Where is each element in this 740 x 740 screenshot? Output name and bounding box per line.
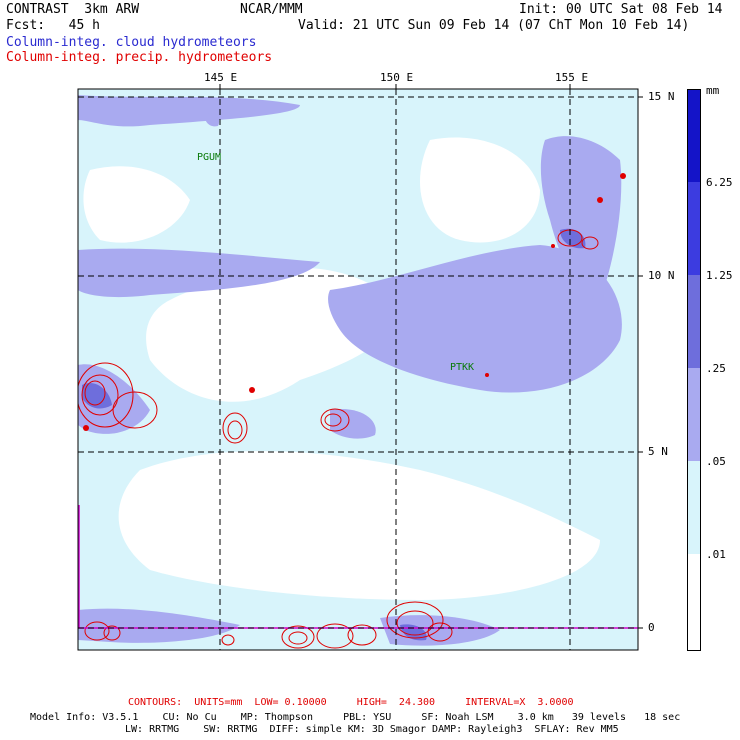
lon-label-145: 145 E xyxy=(204,71,238,84)
map-frame xyxy=(77,88,639,651)
colorbar-swatch-3 xyxy=(687,275,701,368)
station-ptkk: PTKK xyxy=(450,362,475,373)
colorbar-label-1-25: 1.25 xyxy=(706,269,733,282)
colorbar-swatch-6 xyxy=(687,554,701,651)
colorbar-label-6-25: 6.25 xyxy=(706,176,733,189)
colorbar-label-0-25: .25 xyxy=(706,362,726,375)
lon-label-150: 150 E xyxy=(380,71,414,84)
lat-label-5n: 5 N xyxy=(648,445,668,458)
title-left: CONTRAST 3km ARW xyxy=(6,2,140,17)
lat-label-10n: 10 N xyxy=(648,269,675,282)
model-info-line2: LW: RRTMG SW: RRTMG DIFF: simple KM: 3D … xyxy=(125,724,619,735)
colorbar-swatch-2 xyxy=(687,182,701,275)
org-label: NCAR/MMM xyxy=(240,2,303,17)
colorbar-unit: mm xyxy=(706,84,720,97)
lat-lon-grid xyxy=(78,89,638,650)
station-pgum: PGUM xyxy=(197,152,222,163)
colorbar-swatch-4 xyxy=(687,368,701,461)
init-time: Init: 00 UTC Sat 08 Feb 14 xyxy=(519,2,723,17)
valid-time: Valid: 21 UTC Sun 09 Feb 14 (07 ChT Mon … xyxy=(298,18,690,33)
colorbar-swatch-5 xyxy=(687,461,701,554)
field-precip-label: Column-integ. precip. hydrometeors xyxy=(6,50,273,65)
colorbar-label-0-01: .01 xyxy=(706,548,726,561)
colorbar-swatch-1 xyxy=(687,89,701,182)
colorbar-label-0-05: .05 xyxy=(706,455,726,468)
lat-label-15n: 15 N xyxy=(648,90,675,103)
forecast-hour: Fcst: 45 h xyxy=(6,18,100,33)
lon-label-155: 155 E xyxy=(555,71,589,84)
cloud-shading xyxy=(78,89,638,650)
model-info-line1: Model Info: V3.5.1 CU: No Cu MP: Thompso… xyxy=(30,712,681,723)
field-cloud-label: Column-integ. cloud hydrometeors xyxy=(6,35,257,50)
lat-label-0: 0 xyxy=(648,621,655,634)
contour-info: CONTOURS: UNITS=mm LOW= 0.10000 HIGH= 24… xyxy=(128,697,574,708)
